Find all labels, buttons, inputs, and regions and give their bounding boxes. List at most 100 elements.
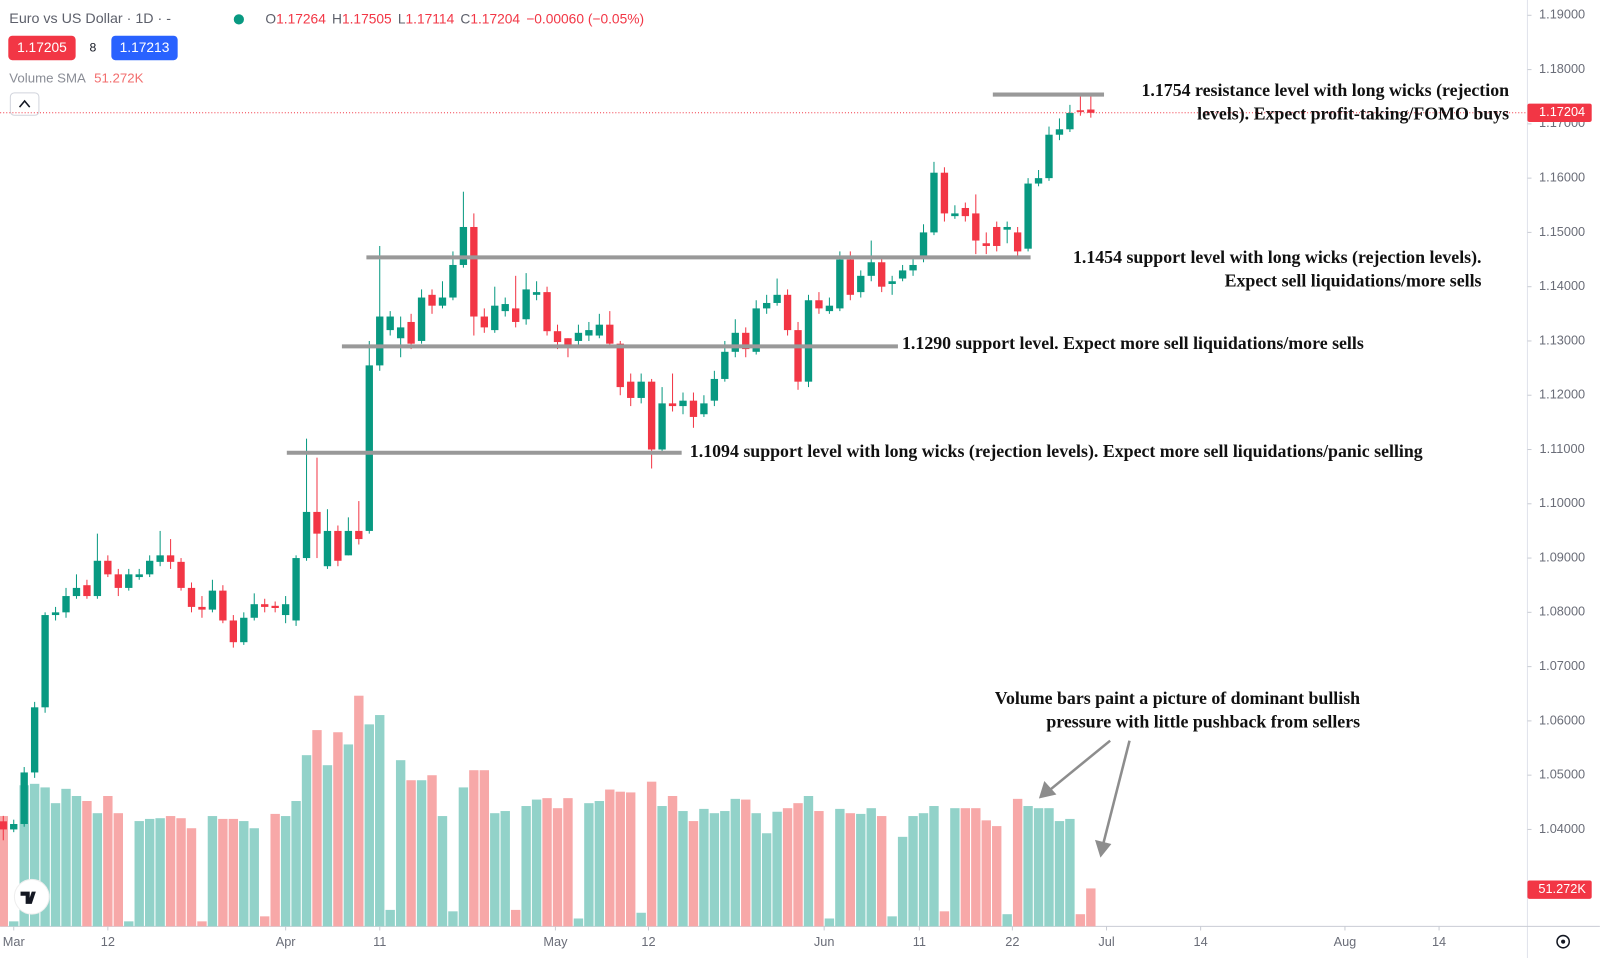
candle-body — [334, 530, 342, 561]
level-note: 1.1454 support level with long wicks (re… — [1073, 247, 1482, 268]
y-tick-label: 1.05000 — [1539, 767, 1585, 782]
volume-bar — [845, 813, 856, 927]
candle-body — [522, 289, 530, 320]
candle-body — [407, 321, 415, 344]
x-tick-label: Jul — [1098, 934, 1114, 949]
candle-body — [376, 316, 384, 366]
candle-body — [710, 378, 719, 401]
candle-body — [532, 292, 541, 295]
volume-bar — [19, 785, 29, 927]
volume-bar — [343, 744, 354, 927]
volume-bar — [1012, 798, 1023, 927]
volume-bar — [312, 730, 322, 927]
candle-body — [166, 555, 175, 562]
volume-bar — [469, 770, 479, 927]
candle-body — [961, 207, 970, 217]
volume-bar — [782, 808, 793, 927]
last-price-label: 1.17204 — [1539, 104, 1585, 119]
y-tick-label: 1.11000 — [1540, 441, 1585, 456]
candle-body — [459, 226, 468, 265]
volume-bar — [103, 795, 113, 927]
ohlc: O1.17264 H1.17505 L1.17114 C1.17204 −0.00060… — [265, 11, 644, 26]
y-tick-label: 1.15000 — [1539, 224, 1585, 239]
volume-note: pressure with little pushback from selle… — [1046, 711, 1360, 731]
candle-body — [187, 587, 196, 607]
volume-bar — [406, 780, 416, 927]
y-tick-label: 1.14000 — [1539, 278, 1585, 293]
candle-body — [1087, 109, 1095, 113]
candle-body — [794, 330, 802, 382]
volume-bar — [594, 801, 605, 927]
volume-bar — [918, 813, 929, 927]
candle-body — [982, 243, 990, 246]
candle-body — [815, 300, 823, 309]
volume-bar — [395, 760, 406, 927]
volume-bar — [897, 836, 908, 927]
volume-bar — [113, 813, 123, 927]
note-arrows — [1038, 739, 1131, 858]
candle-body — [135, 574, 143, 578]
candle-body — [480, 316, 488, 328]
volume-bar — [50, 803, 61, 927]
candle-body — [72, 587, 81, 597]
volume-bar — [437, 816, 448, 927]
volume-bar — [981, 820, 991, 927]
volume-bar — [280, 816, 291, 927]
volume-note: Volume bars paint a picture of dominant … — [995, 688, 1360, 708]
volume-sma-tag — [1527, 880, 1592, 899]
candle-body — [1076, 110, 1085, 112]
y-tick-label: 1.16000 — [1539, 170, 1585, 185]
settings-icon[interactable] — [1556, 934, 1571, 949]
candle-body — [146, 560, 154, 575]
candle-body — [396, 327, 405, 339]
x-tick-label: 12 — [641, 934, 655, 949]
candle-body — [51, 612, 60, 616]
buy-button[interactable] — [111, 35, 178, 61]
candle-body — [647, 381, 656, 450]
volume-bar — [134, 821, 144, 927]
volume-bar — [856, 813, 866, 927]
candle-body — [292, 558, 300, 621]
candle-body — [313, 511, 321, 534]
y-tick-label: 1.18000 — [1539, 61, 1585, 76]
collapse-button[interactable] — [9, 92, 40, 116]
y-tick-label: 1.08000 — [1539, 604, 1585, 619]
candle-body — [595, 324, 604, 336]
o-label: O — [265, 11, 276, 26]
candle-body — [574, 332, 583, 341]
volume-bar — [333, 732, 343, 927]
candle-body — [606, 324, 614, 344]
volume-bar — [427, 775, 437, 927]
volume-bar — [364, 724, 374, 927]
x-tick-label: 14 — [1432, 934, 1446, 949]
y-tick-label: 1.09000 — [1539, 549, 1585, 564]
volume-bar — [552, 808, 563, 927]
volume-bar — [939, 911, 950, 927]
volume-bar — [155, 818, 165, 927]
volume-bar — [929, 806, 939, 927]
volume-bar — [458, 787, 469, 927]
candle-body — [449, 264, 457, 298]
x-tick-label: 11 — [913, 934, 926, 949]
bid[interactable]: 1.17205 — [17, 40, 67, 55]
candle-body — [208, 590, 217, 610]
candle-body — [637, 381, 645, 398]
volume-bar — [186, 828, 197, 927]
volume-bar — [228, 818, 239, 927]
x-tick-label: 22 — [1005, 934, 1019, 949]
y-tick-label: 1.12000 — [1539, 387, 1585, 402]
candle-body — [250, 604, 258, 618]
candle-body — [909, 264, 917, 271]
level-note: levels). Expect profit-taking/FOMO buys — [1197, 103, 1509, 124]
candle-body — [752, 308, 760, 352]
y-tick-label: 1.06000 — [1539, 712, 1585, 727]
candle-body — [668, 403, 677, 407]
sell-button[interactable] — [8, 35, 76, 61]
volume-bar — [667, 795, 678, 927]
volume-bar — [1044, 808, 1054, 927]
volume-bar — [9, 921, 19, 927]
volume-bar — [793, 803, 803, 927]
ask[interactable]: 1.17213 — [120, 40, 170, 55]
volume-bar — [908, 816, 918, 927]
